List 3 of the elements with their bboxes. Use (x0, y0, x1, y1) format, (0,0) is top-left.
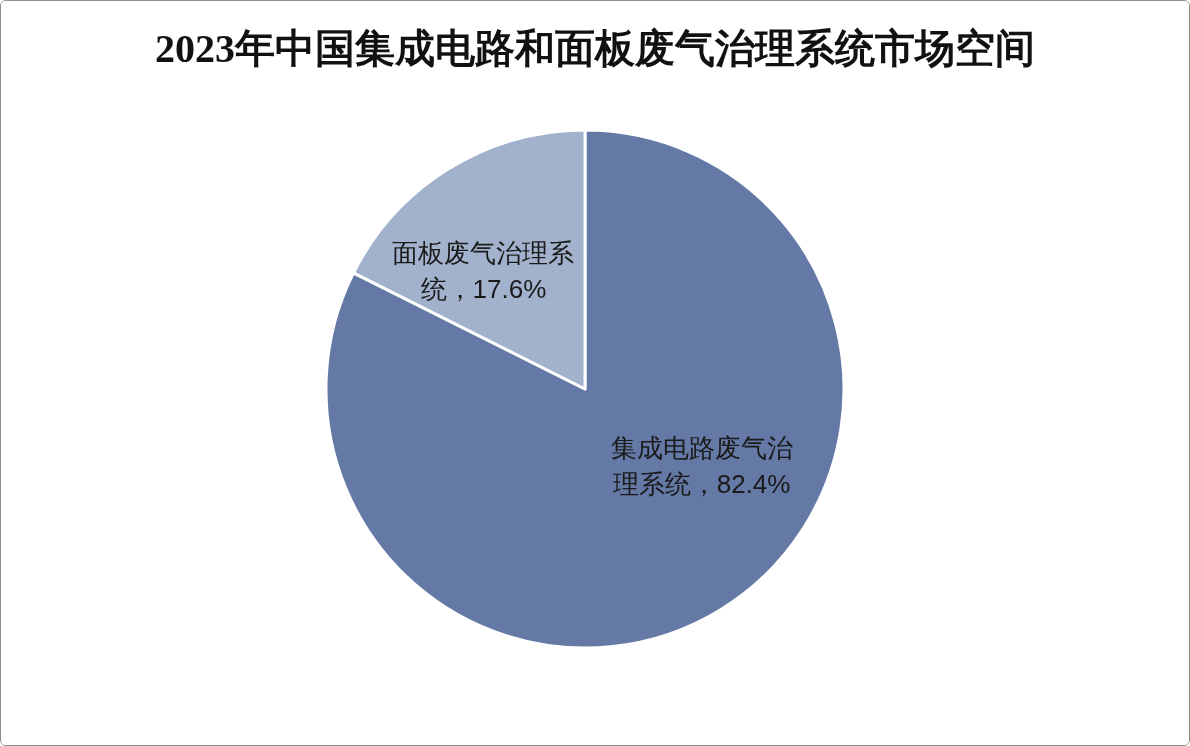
slice-label: 面板废气治理系统，17.6% (392, 238, 575, 305)
slice-label: 集成电路废气治理系统，82.4% (610, 432, 793, 499)
chart-title: 2023年中国集成电路和面板废气治理系统市场空间 (155, 25, 1035, 71)
